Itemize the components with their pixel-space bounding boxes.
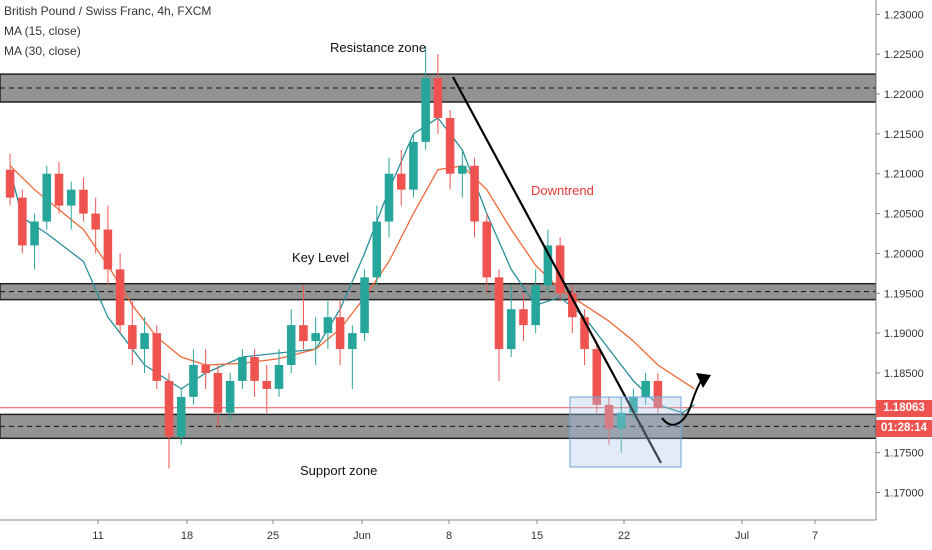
time-tick-label-3: Jun [353, 530, 371, 542]
candle-body-32 [396, 173, 406, 190]
time-tick-label-4: 8 [446, 530, 452, 542]
price-tick-label-8: 1.19000 [884, 328, 924, 340]
candle-body-31 [384, 173, 394, 222]
downtrend-label: Downtrend [531, 183, 594, 198]
time-tick-label-0: 11 [92, 530, 103, 542]
candle-body-11 [140, 333, 149, 350]
candle-body-47 [580, 317, 589, 350]
candle-body-1 [18, 197, 27, 246]
legend-title: British Pound / Swiss Franc, 4h, FXCM [4, 4, 212, 18]
candle-body-41 [506, 309, 516, 350]
candle-body-4 [54, 173, 64, 206]
candle-body-42 [519, 309, 528, 326]
time-tick-label-5: 15 [531, 530, 543, 542]
candle-body-53 [653, 380, 663, 409]
time-tick-label-8: 7 [812, 530, 818, 542]
price-axis-bg [876, 0, 932, 550]
price-tick-label-12: 1.17000 [884, 487, 924, 499]
candle-body-14 [176, 396, 186, 437]
forecast-arrow-head [696, 373, 711, 388]
candle-body-7 [91, 213, 100, 230]
key-level-label: Key Level [292, 250, 350, 265]
time-tick-label-2: 25 [267, 530, 279, 542]
time-tick-label-6: 22 [618, 530, 630, 542]
candle-body-8 [103, 229, 113, 270]
candles-layer [5, 46, 663, 469]
candle-body-16 [201, 364, 210, 373]
candle-body-37 [458, 165, 467, 174]
zone-band-1 [0, 282, 877, 301]
candle-body-23 [286, 325, 296, 365]
price-tick-label-11: 1.17500 [884, 448, 924, 460]
downtrend-line [452, 76, 662, 464]
candle-body-13 [164, 380, 174, 437]
candle-body-22 [274, 364, 284, 389]
price-tick-label-3: 1.21500 [884, 129, 924, 141]
candle-body-3 [42, 173, 52, 222]
last-price-tag: 1.18063 [876, 399, 932, 417]
legend-ma30: MA (30, close) [4, 44, 81, 58]
price-tick-label-4: 1.21000 [884, 169, 924, 181]
candle-body-44 [543, 245, 553, 286]
candle-body-15 [189, 364, 198, 397]
candle-body-46 [568, 293, 577, 318]
candle-body-30 [372, 221, 382, 278]
resistance-label: Resistance zone [330, 40, 427, 55]
candle-body-9 [115, 269, 125, 326]
candle-body-40 [494, 277, 504, 350]
candle-body-51 [629, 396, 638, 413]
time-tick-label-7: Jul [735, 530, 749, 542]
candle-body-26 [323, 317, 333, 334]
forecast-arrow-curve [661, 377, 704, 426]
candle-body-27 [335, 317, 345, 350]
candle-body-6 [79, 189, 88, 214]
candle-body-5 [66, 189, 76, 206]
candle-body-12 [152, 333, 162, 381]
candle-body-36 [445, 117, 455, 174]
price-tick-label-9: 1.18500 [884, 368, 924, 380]
candle-body-20 [250, 357, 259, 381]
zone-band-2 [0, 413, 877, 440]
countdown-timer-tag: 01:28:14 [876, 419, 932, 437]
candle-body-2 [30, 221, 39, 246]
candle-body-29 [360, 277, 369, 334]
candle-body-18 [225, 380, 235, 413]
time-tick-label-1: 18 [181, 530, 193, 542]
candle-body-52 [641, 380, 650, 397]
candle-body-43 [531, 285, 540, 326]
price-tick-label-2: 1.22000 [884, 89, 924, 101]
candle-body-48 [592, 349, 602, 405]
candle-body-17 [213, 372, 223, 413]
candle-body-25 [311, 333, 320, 342]
price-tick-label-6: 1.20000 [884, 248, 924, 260]
support-label: Support zone [300, 463, 378, 478]
candle-body-19 [238, 357, 247, 381]
candle-body-24 [299, 325, 308, 342]
price-tick-label-0: 1.23000 [884, 9, 924, 21]
drawings-layer [452, 76, 711, 468]
legend-ma15: MA (15, close) [4, 24, 81, 38]
price-tick-label-7: 1.19500 [884, 288, 924, 300]
price-tick-label-5: 1.20500 [884, 209, 924, 221]
candle-body-38 [470, 165, 479, 222]
consolidation-box [569, 396, 682, 468]
candle-body-45 [555, 245, 565, 294]
price-tick-label-1: 1.22500 [884, 49, 924, 61]
candle-body-0 [5, 169, 15, 198]
candle-body-34 [421, 78, 430, 142]
candle-body-21 [262, 380, 272, 389]
candle-body-50 [616, 412, 626, 429]
candle-body-39 [482, 221, 492, 278]
candle-body-33 [409, 141, 418, 190]
candle-body-35 [433, 78, 443, 118]
candle-body-28 [348, 333, 357, 350]
candle-body-49 [604, 404, 614, 429]
candle-body-10 [128, 325, 137, 350]
